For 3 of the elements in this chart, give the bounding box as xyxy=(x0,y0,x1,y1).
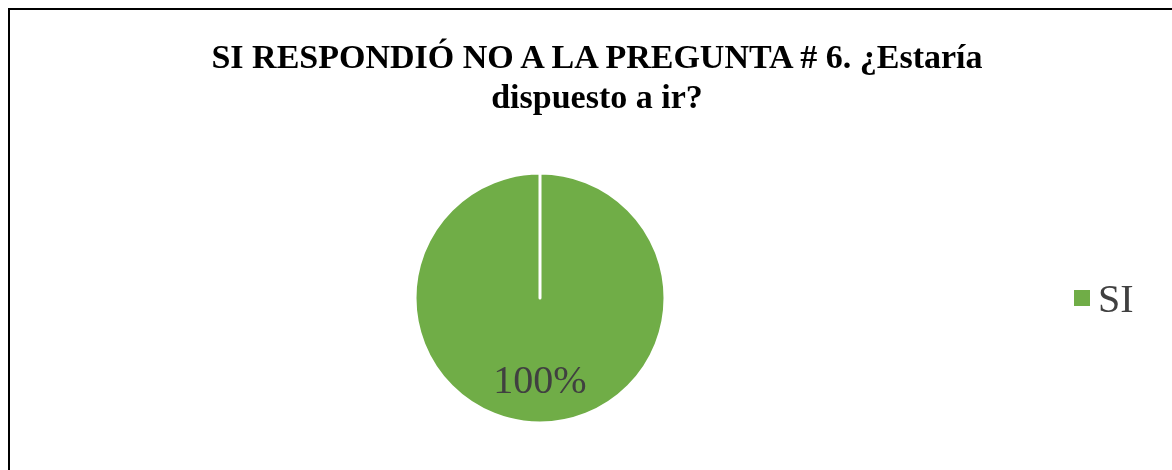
legend-label: SI xyxy=(1098,276,1134,321)
chart-title: SI RESPONDIÓ NO A LA PREGUNTA # 6. ¿Estaría dispuesto a ir? xyxy=(211,38,983,115)
data-label: 100% xyxy=(493,357,587,403)
